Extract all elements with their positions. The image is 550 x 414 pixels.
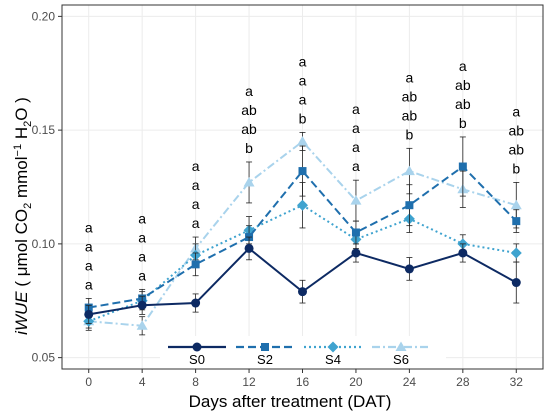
significance-letter: a [85, 276, 93, 292]
significance-letter: a [352, 101, 360, 117]
significance-letter: a [192, 215, 200, 231]
series-s0 [84, 236, 521, 324]
significance-letter: a [299, 72, 307, 88]
x-tick-label: 28 [456, 375, 470, 389]
significance-letter: a [245, 83, 253, 99]
data-point-s2 [351, 228, 360, 237]
data-point-s0 [244, 243, 254, 253]
significance-letter: a [85, 238, 93, 254]
significance-letter: a [85, 257, 93, 273]
significance-letter: b [512, 160, 520, 176]
data-point-s6 [297, 136, 308, 146]
data-point-s2 [458, 162, 467, 171]
data-point-s6 [243, 176, 255, 187]
y-tick-label: 0.15 [32, 123, 56, 137]
y-tick-label: 0.10 [32, 237, 56, 251]
significance-letter: a [192, 158, 200, 174]
significance-letter: ab [455, 96, 471, 112]
data-point-s0 [137, 300, 147, 310]
legend-marker-s0 [192, 342, 202, 352]
data-point-s2 [512, 217, 521, 226]
significance-letter: a [138, 267, 146, 283]
data-point-s6 [136, 320, 148, 330]
significance-letter: a [192, 196, 200, 212]
y-label-iwue: iWUE [12, 291, 31, 335]
significance-letter: b [459, 115, 467, 131]
legend-marker-s2 [261, 343, 269, 351]
significance-letter: a [138, 210, 146, 226]
significance-letter: a [405, 69, 413, 85]
y-label-unit: O ) [12, 97, 31, 121]
legend-label-s6: S6 [393, 352, 409, 367]
data-point-s0 [351, 248, 361, 258]
significance-letter: a [138, 248, 146, 264]
significance-letter: b [405, 126, 413, 142]
data-point-s6 [403, 165, 415, 176]
significance-letter: ab [402, 88, 418, 104]
y-axis-label: iWUE ( μmol CO2 mmol−1 H2O ) [12, 97, 34, 335]
data-point-s0 [511, 278, 521, 288]
significance-letter: ab [508, 122, 524, 138]
x-tick-label: 8 [192, 375, 199, 389]
significance-letter: a [299, 91, 307, 107]
series-line-s2 [88, 165, 517, 309]
significance-letter: a [192, 177, 200, 193]
significance-letter: ab [402, 107, 418, 123]
data-point-s4 [510, 247, 522, 259]
x-tick-label: 32 [510, 375, 524, 389]
data-point-s0 [84, 309, 94, 319]
x-tick-label: 24 [403, 375, 417, 389]
y-label-unit: ( μmol CO [12, 209, 31, 292]
y-tick-label: 0.20 [32, 9, 56, 23]
legend-marker-s6 [395, 341, 407, 351]
significance-letter: ab [241, 102, 257, 118]
x-axis-label: Days after treatment (DAT) [189, 392, 392, 411]
significance-letter: ab [241, 121, 257, 137]
legend-label-s0: S0 [189, 352, 205, 367]
significance-letter: ab [508, 141, 524, 157]
data-point-s2 [405, 201, 414, 210]
significance-letter: a [459, 58, 467, 74]
data-series [83, 131, 522, 336]
data-point-s6 [350, 195, 362, 205]
legend-marker-s4 [327, 341, 339, 353]
data-point-s6 [510, 199, 522, 210]
data-point-s0 [404, 264, 414, 274]
significance-letter: a [299, 53, 307, 69]
axes: 0.05 0.10 0.15 0.20 0 4 8 12 16 20 24 28 32 [32, 4, 544, 389]
y-tick-label: 0.05 [32, 351, 56, 365]
data-point-s0 [458, 248, 468, 258]
significance-letter: b [299, 110, 307, 126]
significance-letter: a [352, 158, 360, 174]
x-tick-label: 0 [85, 375, 92, 389]
legend: S0 S2 S4 S6 [160, 336, 446, 368]
x-tick-label: 12 [242, 375, 256, 389]
data-point-s2 [191, 260, 200, 269]
data-point-s0 [191, 298, 201, 308]
y-label-subscript: 2 [22, 121, 34, 127]
x-tick-label: 4 [139, 375, 146, 389]
significance-letter: ab [455, 77, 471, 93]
legend-label-s4: S4 [325, 352, 341, 367]
data-point-s4 [297, 199, 308, 211]
legend-background [160, 336, 446, 368]
legend-label-s2: S2 [257, 352, 273, 367]
significance-letter: a [512, 103, 520, 119]
data-point-s0 [298, 287, 307, 297]
y-label-unit: mmol [12, 156, 31, 202]
significance-letter: a [352, 120, 360, 136]
y-label-superscript: −1 [12, 144, 24, 157]
data-point-s2 [298, 167, 307, 176]
significance-letter: a [138, 229, 146, 245]
significance-letter: b [245, 140, 253, 156]
x-tick-label: 20 [349, 375, 363, 389]
y-label-unit: H [12, 127, 31, 144]
y-label-subscript: 2 [22, 203, 34, 209]
significance-letter: a [85, 219, 93, 235]
significance-letters: aaaaaaaaaaaaaababbaaabaaaaaababbaababbaa… [85, 53, 524, 292]
significance-letter: a [352, 139, 360, 155]
x-tick-label: 16 [296, 375, 310, 389]
